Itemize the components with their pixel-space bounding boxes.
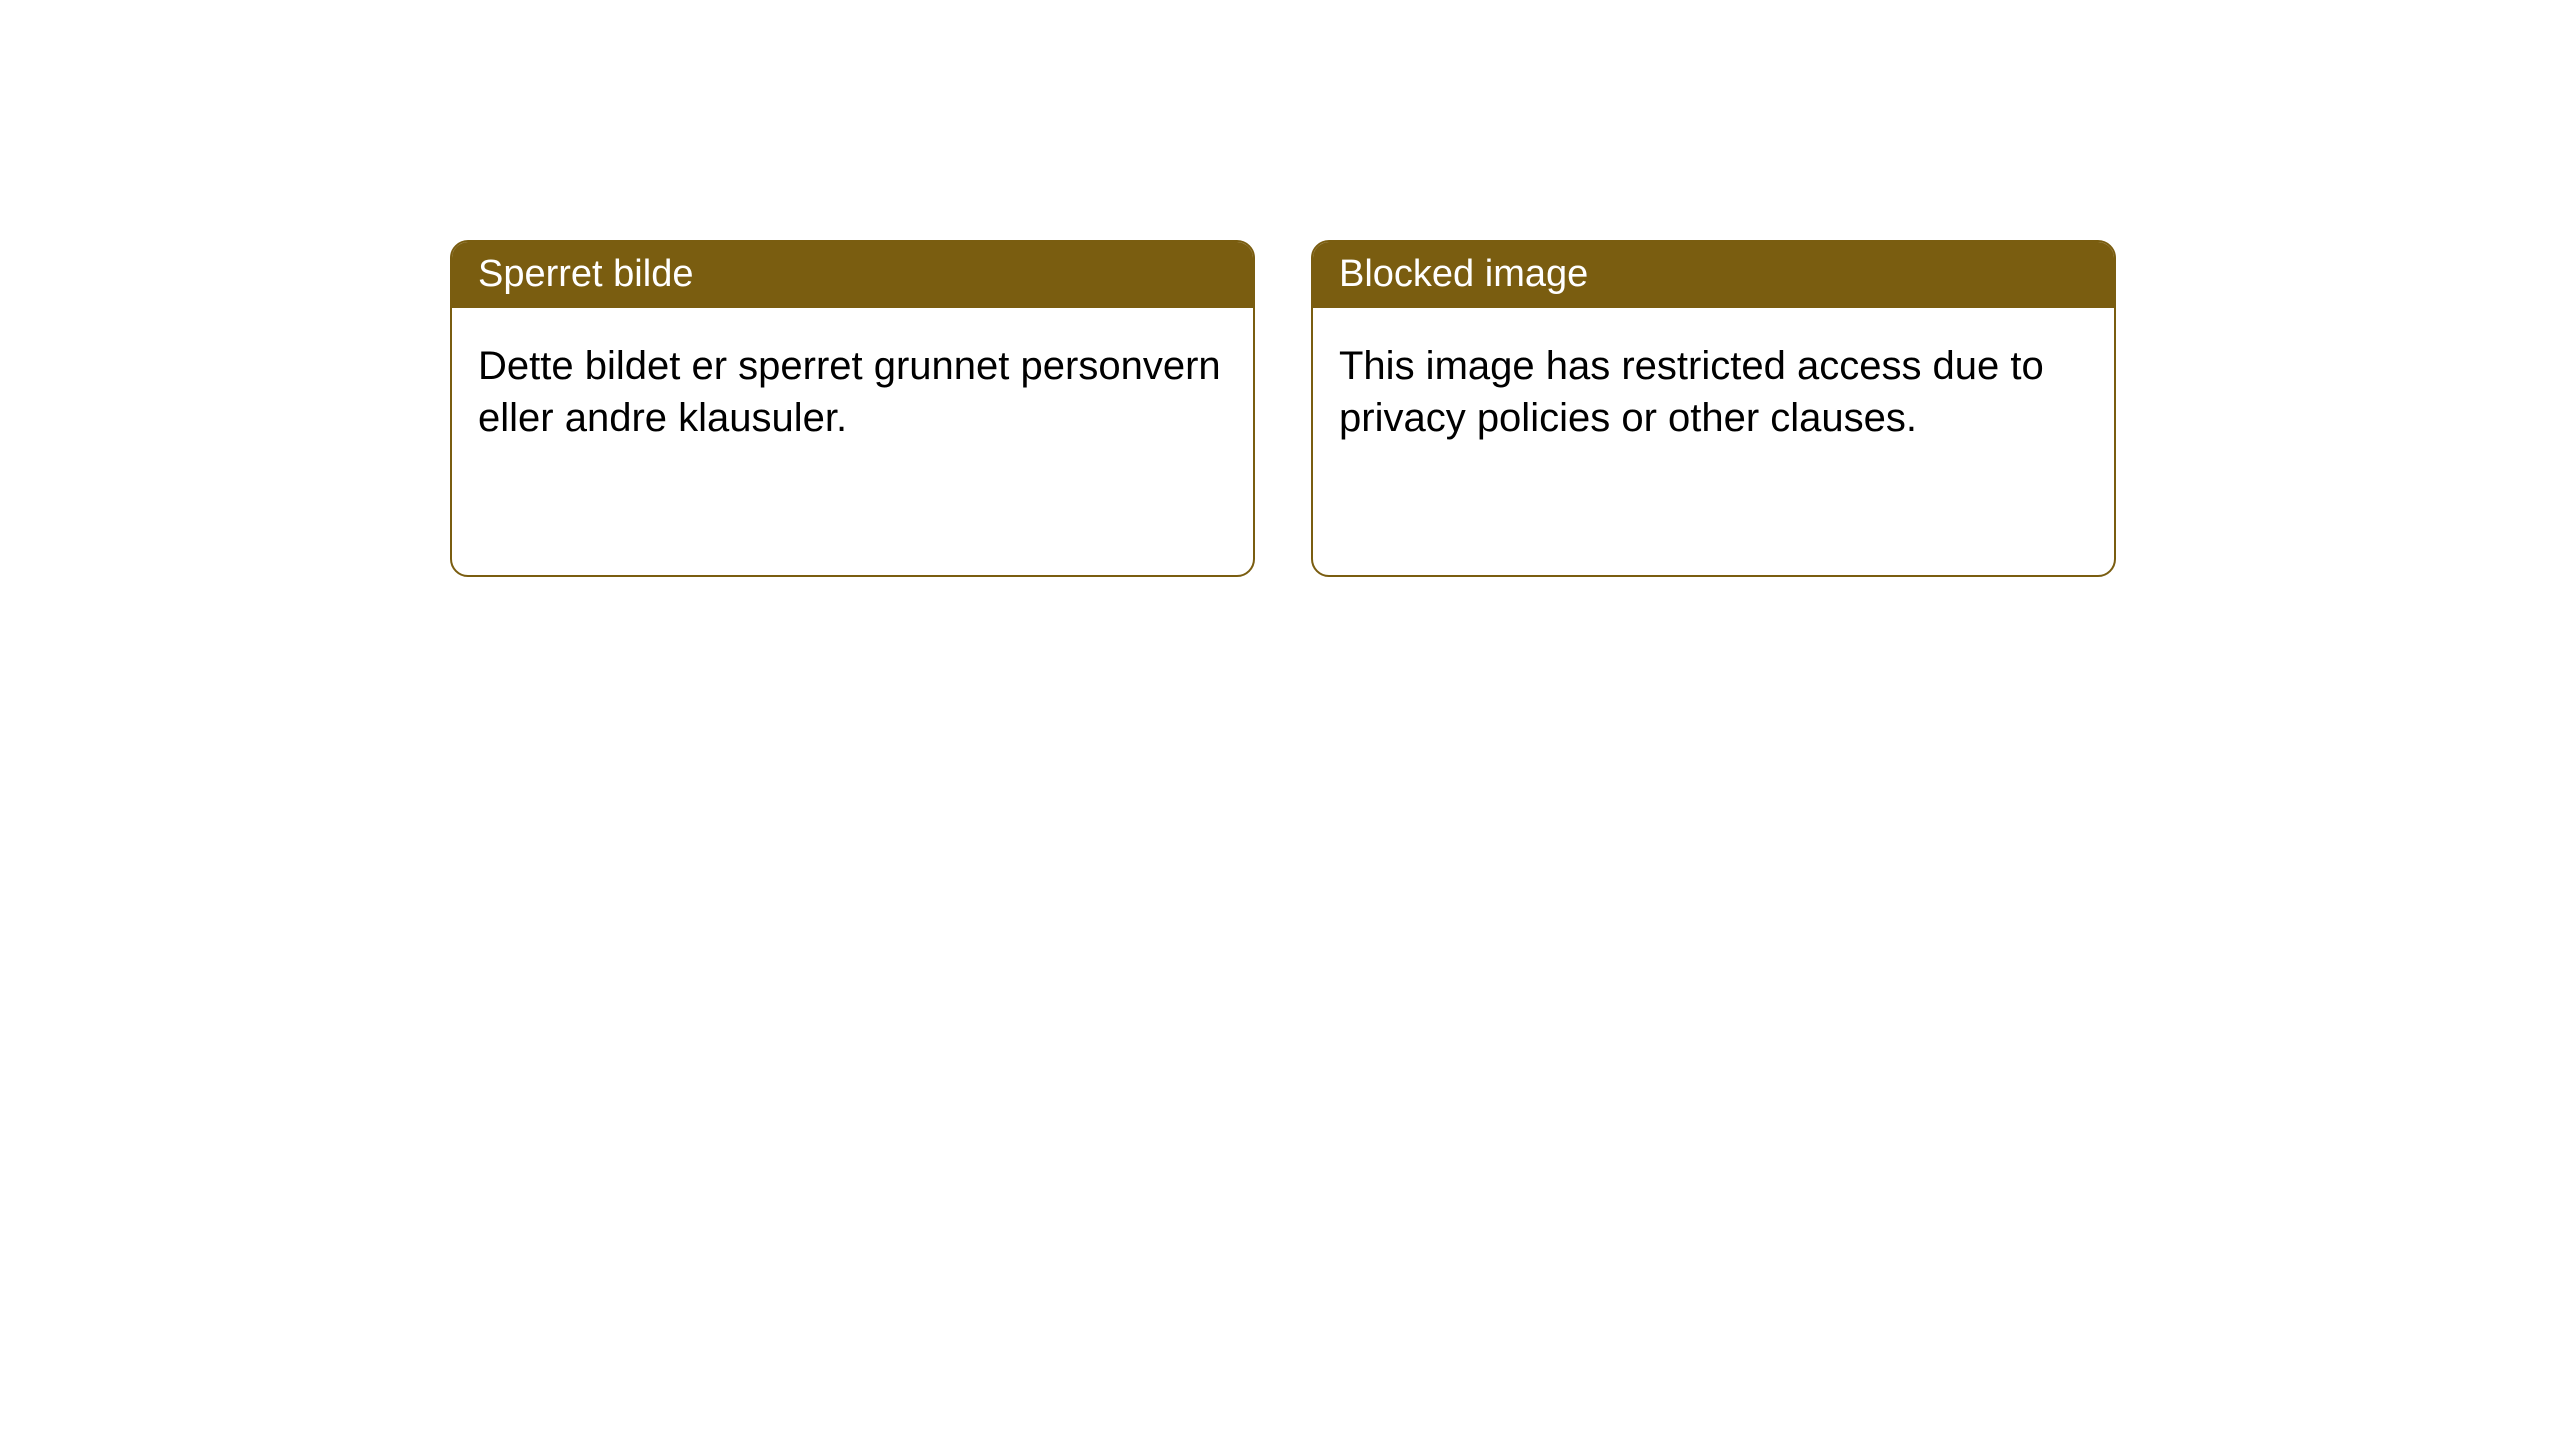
notice-card-header: Blocked image [1313, 242, 2114, 308]
notice-card-norwegian: Sperret bilde Dette bildet er sperret gr… [450, 240, 1255, 577]
notice-card-english: Blocked image This image has restricted … [1311, 240, 2116, 577]
notice-card-body: Dette bildet er sperret grunnet personve… [452, 308, 1253, 476]
notice-card-body: This image has restricted access due to … [1313, 308, 2114, 476]
notice-card-header: Sperret bilde [452, 242, 1253, 308]
notice-card-container: Sperret bilde Dette bildet er sperret gr… [450, 240, 2116, 577]
